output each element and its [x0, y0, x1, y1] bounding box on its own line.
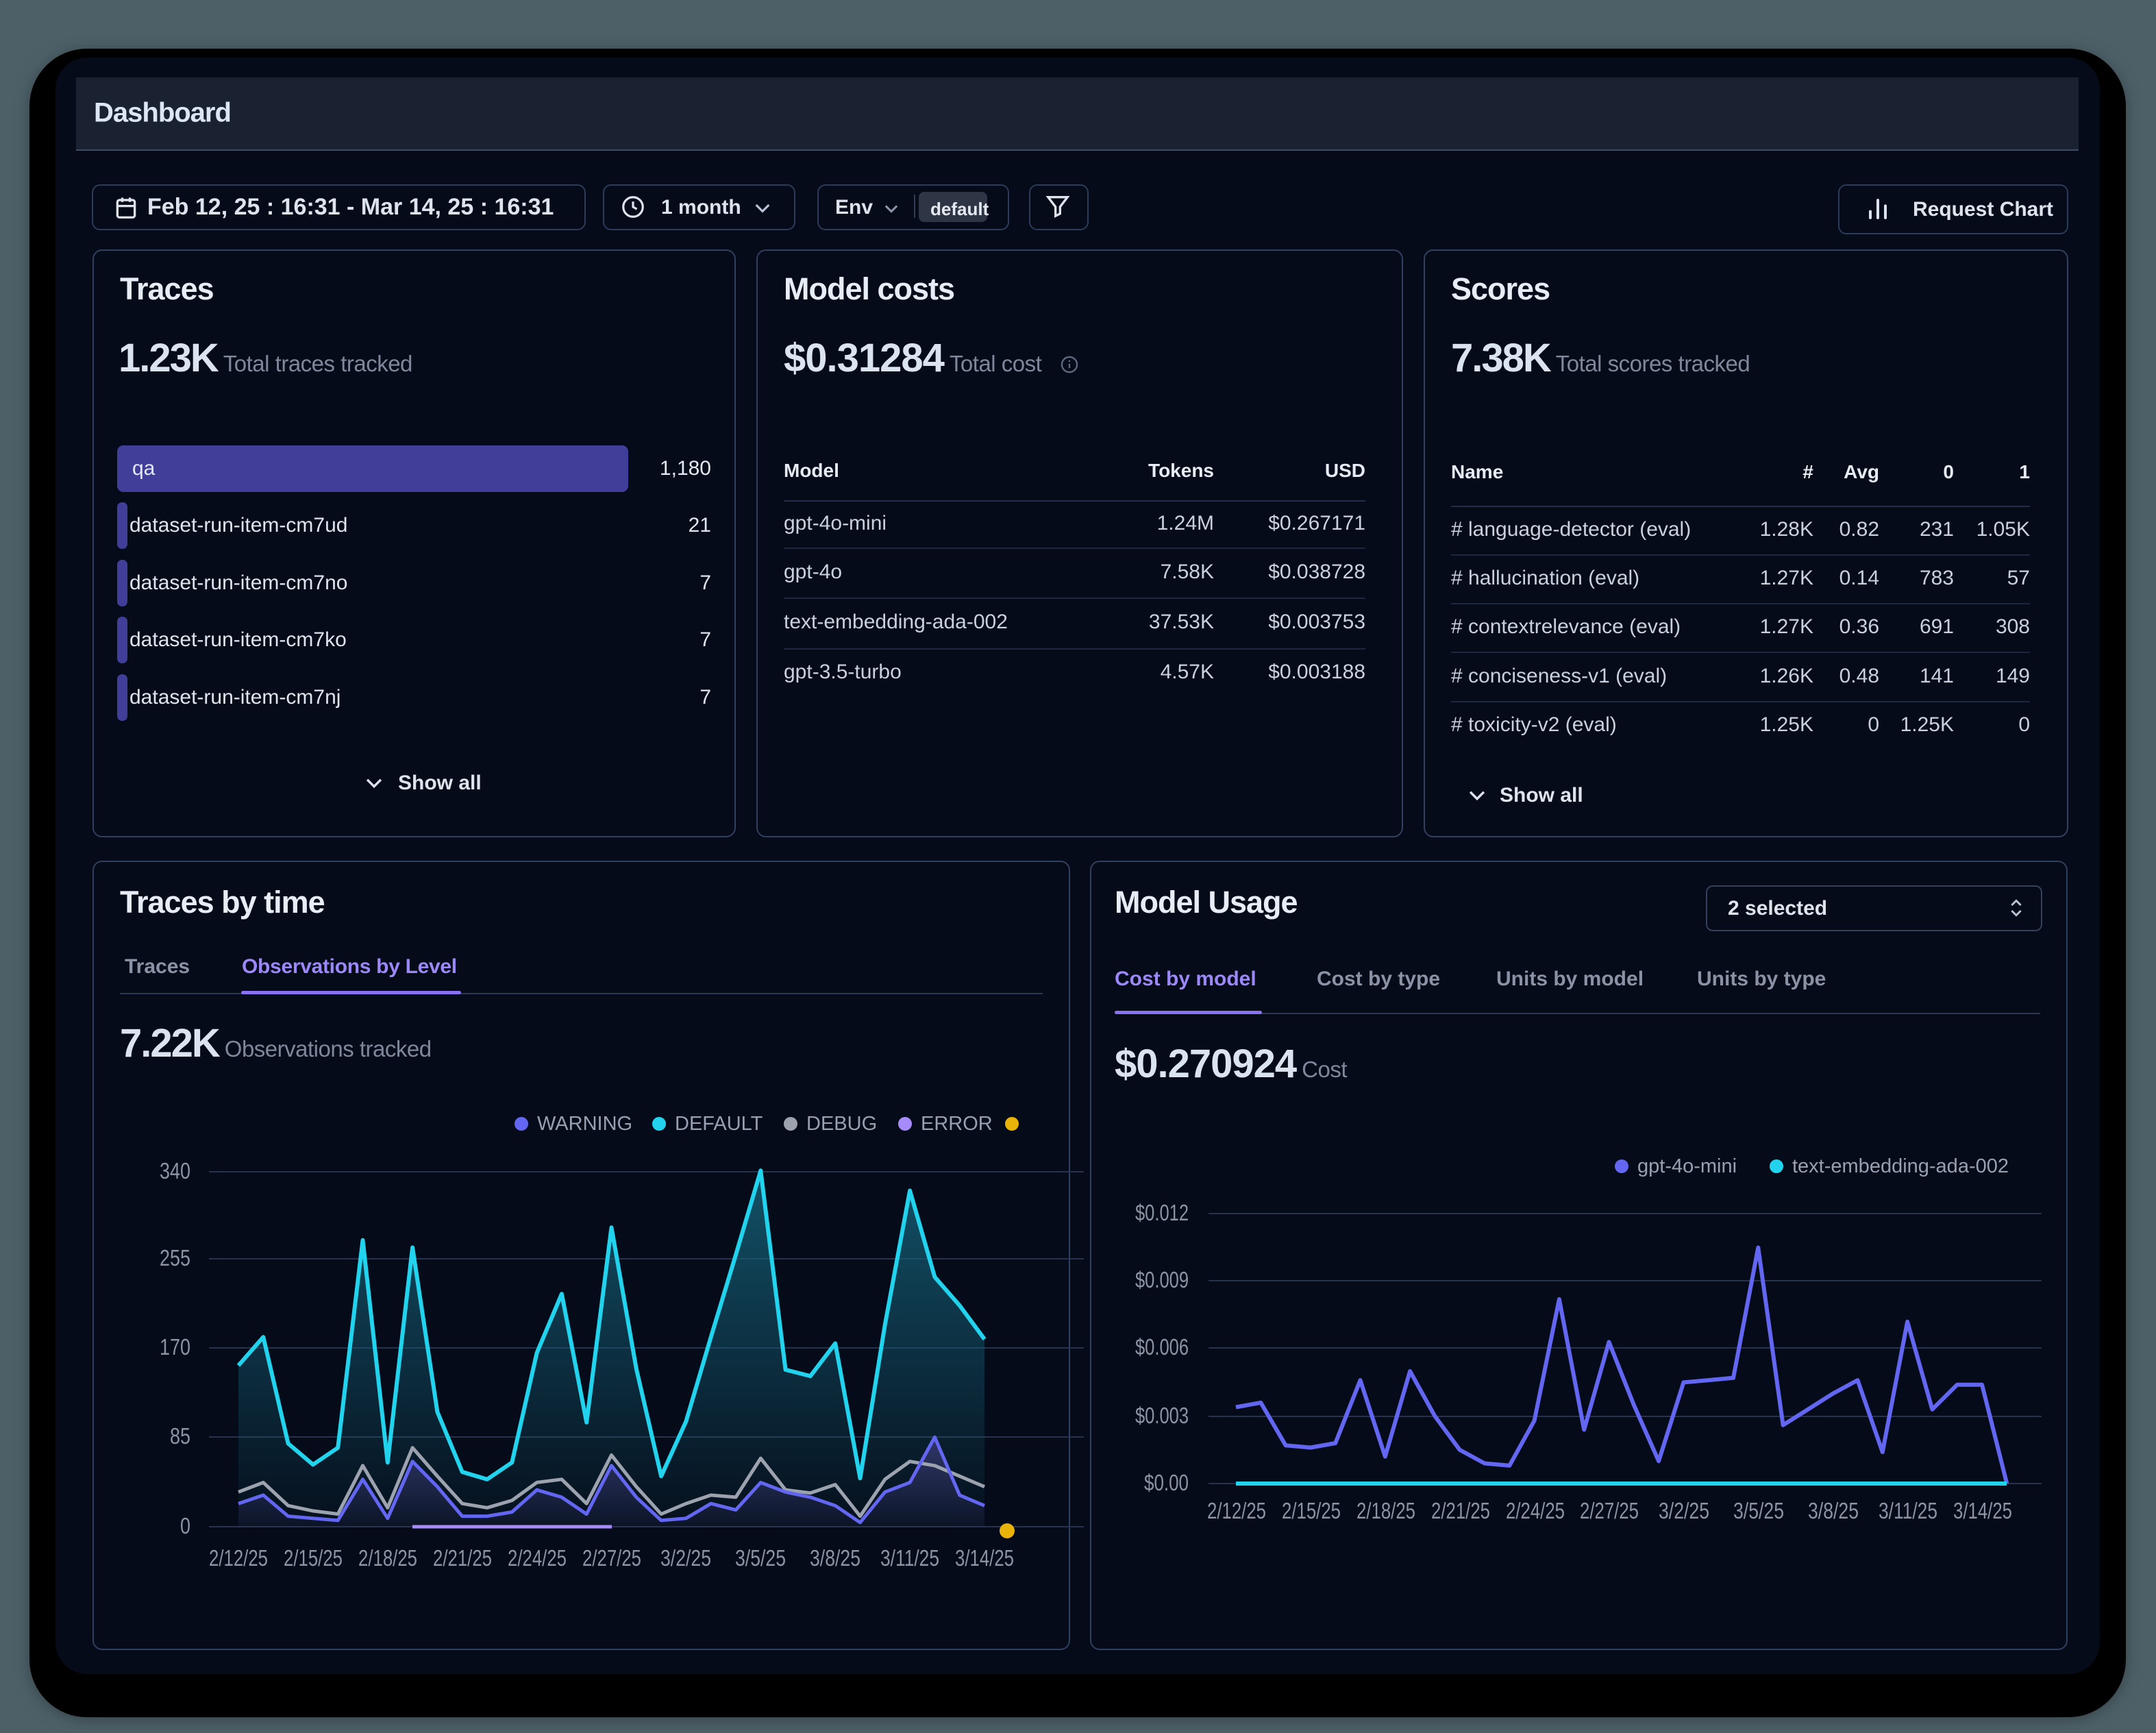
svg-text:2/24/25: 2/24/25	[508, 1545, 567, 1571]
svg-text:$0.009: $0.009	[1135, 1267, 1189, 1292]
svg-text:3/14/25: 3/14/25	[1953, 1498, 2012, 1523]
svg-text:85: 85	[170, 1423, 190, 1449]
svg-text:$0.003: $0.003	[1135, 1403, 1189, 1428]
svg-text:3/8/25: 3/8/25	[810, 1545, 860, 1571]
svg-text:2/24/25: 2/24/25	[1506, 1498, 1565, 1523]
svg-text:3/2/25: 3/2/25	[660, 1545, 711, 1571]
svg-text:2/21/25: 2/21/25	[1431, 1498, 1490, 1523]
svg-text:2/15/25: 2/15/25	[284, 1545, 343, 1571]
svg-text:0: 0	[180, 1513, 190, 1538]
svg-text:2/18/25: 2/18/25	[358, 1545, 417, 1571]
svg-text:$0.006: $0.006	[1135, 1334, 1189, 1360]
svg-text:2/27/25: 2/27/25	[1580, 1498, 1639, 1523]
svg-text:340: 340	[160, 1158, 190, 1183]
svg-text:2/18/25: 2/18/25	[1356, 1498, 1415, 1523]
svg-text:$0.012: $0.012	[1135, 1200, 1189, 1225]
svg-text:3/11/25: 3/11/25	[880, 1545, 939, 1571]
svg-text:2/12/25: 2/12/25	[1207, 1498, 1266, 1523]
svg-text:$0.00: $0.00	[1144, 1470, 1189, 1495]
svg-text:3/5/25: 3/5/25	[735, 1545, 786, 1571]
svg-text:2/27/25: 2/27/25	[582, 1545, 641, 1571]
svg-text:3/8/25: 3/8/25	[1808, 1498, 1859, 1523]
svg-text:255: 255	[160, 1245, 190, 1270]
svg-text:2/15/25: 2/15/25	[1282, 1498, 1341, 1523]
svg-text:3/14/25: 3/14/25	[955, 1545, 1014, 1571]
svg-text:3/11/25: 3/11/25	[1879, 1498, 1937, 1523]
svg-text:3/2/25: 3/2/25	[1659, 1498, 1709, 1523]
svg-text:170: 170	[160, 1334, 190, 1360]
svg-text:2/21/25: 2/21/25	[433, 1545, 492, 1571]
svg-text:2/12/25: 2/12/25	[209, 1545, 268, 1571]
svg-text:3/5/25: 3/5/25	[1733, 1498, 1784, 1523]
